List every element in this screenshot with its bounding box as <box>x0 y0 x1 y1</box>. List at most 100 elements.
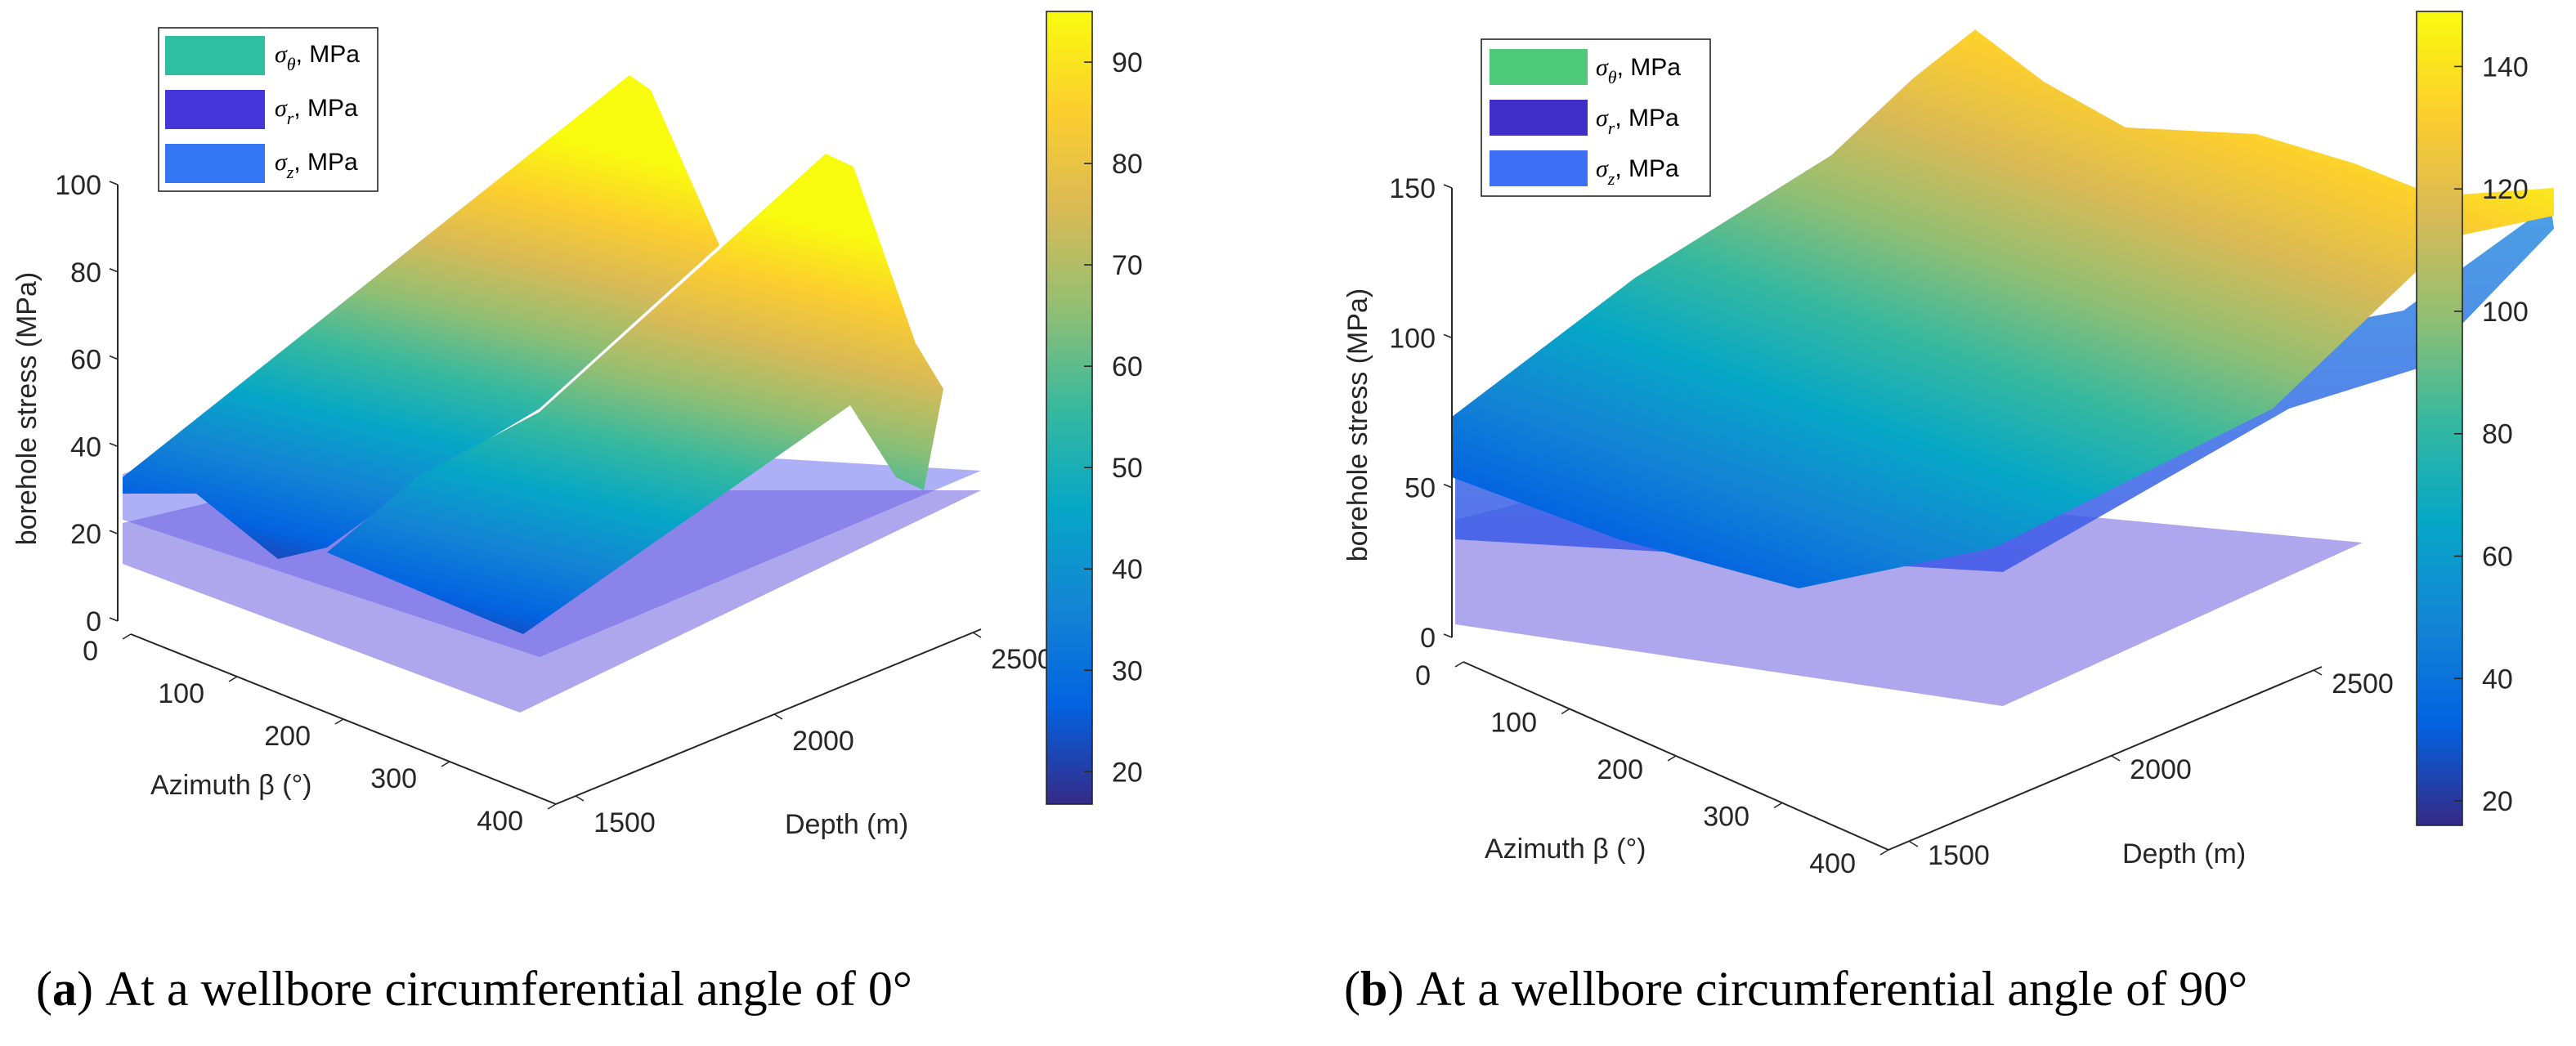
azimuth-tick-label: 100 <box>158 678 204 709</box>
azimuth-tick-label: 300 <box>1703 802 1749 833</box>
z-tick-label: 20 <box>70 519 101 550</box>
legend-unit: , MPa <box>1615 105 1679 132</box>
z-tick-mark <box>1443 184 1453 189</box>
colorbar-tick-label: 100 <box>2482 297 2529 328</box>
colorbar-tick-label: 60 <box>1112 351 1143 382</box>
colorbar-tick-label: 90 <box>1112 47 1143 78</box>
z-tick-mark <box>109 442 119 448</box>
sigma-theta-surface-ridge-1 <box>123 75 719 559</box>
legend-swatch <box>165 36 265 75</box>
colorbar-gradient <box>1046 11 1093 805</box>
sigma-theta-surface-ridge-2 <box>327 154 943 634</box>
depth-tick-mark <box>1909 841 1919 847</box>
depth-axis-line <box>555 628 982 805</box>
legend-symbol: σ <box>275 41 288 68</box>
depth-axis-line <box>1888 666 2323 851</box>
legend-symbol: σ <box>1596 155 1609 182</box>
depth-tick-label: 2000 <box>2130 754 2192 785</box>
legend-symbol: σ <box>275 95 288 122</box>
depth-tick-label: 2500 <box>991 644 1053 675</box>
legend-unit: , MPa <box>293 149 358 176</box>
legend-swatch <box>1490 100 1588 136</box>
azimuth-tick-mark <box>334 718 344 725</box>
depth-tick-mark <box>972 632 982 638</box>
legend-unit: , MPa <box>1617 54 1682 81</box>
z-tick-mark <box>1443 483 1453 489</box>
depth-tick-mark <box>2313 669 2323 676</box>
caption-letter: b <box>1360 962 1387 1016</box>
azimuth-axis-label: Azimuth β (°) <box>150 770 312 801</box>
azimuth-tick-mark <box>1454 661 1464 668</box>
z-tick-mark <box>109 181 119 186</box>
z-tick-label: 0 <box>1420 623 1436 654</box>
depth-tick-label: 2500 <box>2332 668 2394 700</box>
z-tick-label: 0 <box>86 606 101 637</box>
azimuth-tick-label: 200 <box>264 721 311 752</box>
z-tick-mark <box>1443 333 1453 339</box>
depth-tick-mark <box>773 713 783 720</box>
legend-symbol: σ <box>1596 54 1609 81</box>
legend-entry: σz, MPa <box>1596 155 1679 189</box>
azimuth-tick-mark <box>228 676 238 682</box>
colorbar-tick-label: 80 <box>2482 419 2513 450</box>
colorbar-tick-label: 80 <box>1112 149 1143 180</box>
azimuth-tick-label: 300 <box>370 763 417 794</box>
legend-unit: , MPa <box>1615 155 1679 182</box>
depth-tick-mark <box>2111 755 2121 762</box>
z-tick-mark <box>1443 633 1453 638</box>
depth-tick-label: 1500 <box>594 807 656 838</box>
caption-letter: a <box>52 962 77 1016</box>
azimuth-tick-mark <box>547 803 557 810</box>
legend-subscript: θ <box>1608 67 1617 87</box>
depth-tick-mark <box>575 795 585 802</box>
azimuth-tick-label: 100 <box>1490 708 1537 739</box>
depth-tick-label: 1500 <box>1928 840 1990 871</box>
legend-swatch <box>1490 150 1588 186</box>
depth-axis-label: Depth (m) <box>785 809 908 840</box>
azimuth-tick-label: 0 <box>1415 660 1431 691</box>
z-tick-label: 150 <box>1389 173 1436 204</box>
legend-swatch <box>1490 49 1588 85</box>
colorbar-tick-label: 20 <box>1112 757 1143 788</box>
z-tick-mark <box>109 617 119 622</box>
azimuth-tick-label: 400 <box>1809 848 1856 879</box>
sigma-theta-surface <box>1452 29 2554 588</box>
legend-swatch <box>165 144 265 183</box>
legend-subscript: θ <box>287 54 296 74</box>
legend-entry: σz, MPa <box>275 149 358 182</box>
colorbar: 20 30 40 50 60 70 80 90 <box>1046 11 1143 805</box>
colorbar-tick-label: 40 <box>2482 664 2513 695</box>
colorbar-tick-label: 30 <box>1112 655 1143 686</box>
legend-subscript: z <box>1607 168 1615 189</box>
z-tick-label: 100 <box>1389 323 1436 354</box>
azimuth-tick-label: 200 <box>1597 754 1643 785</box>
z-axis-label: borehole stress (MPa) <box>11 272 43 545</box>
azimuth-tick-label: 0 <box>83 636 98 667</box>
legend-swatch <box>165 90 265 129</box>
legend-subscript: r <box>287 108 294 128</box>
caption-text: At a wellbore circumferential angle of 9… <box>1416 962 2247 1016</box>
azimuth-tick-mark <box>441 761 450 767</box>
legend-symbol: σ <box>275 149 288 176</box>
colorbar: 20 40 60 80 100 120 140 <box>2416 11 2529 826</box>
colorbar-tick-label: 40 <box>1112 554 1143 585</box>
legend-entry: σr, MPa <box>1596 105 1679 138</box>
z-tick-mark <box>109 355 119 360</box>
azimuth-tick-mark <box>1773 802 1783 809</box>
legend-subscript: z <box>286 162 294 182</box>
ticks-panel-a: 0 20 40 60 80 100 0 100 200 300 400 1500 2000 2500 <box>55 170 1053 838</box>
caption-b: (b) At a wellbore circumferential angle … <box>1344 962 2247 1016</box>
legend-symbol: σ <box>1596 105 1609 132</box>
legend-entry: σθ, MPa <box>1596 54 1681 87</box>
z-tick-label: 40 <box>70 431 101 463</box>
z-tick-mark <box>109 530 119 534</box>
legend-unit: , MPa <box>296 41 361 68</box>
legend-unit: , MPa <box>293 95 358 122</box>
legend-entry: σr, MPa <box>275 95 358 128</box>
colorbar-gradient <box>2416 11 2463 826</box>
colorbar-tick-label: 120 <box>2482 174 2529 205</box>
